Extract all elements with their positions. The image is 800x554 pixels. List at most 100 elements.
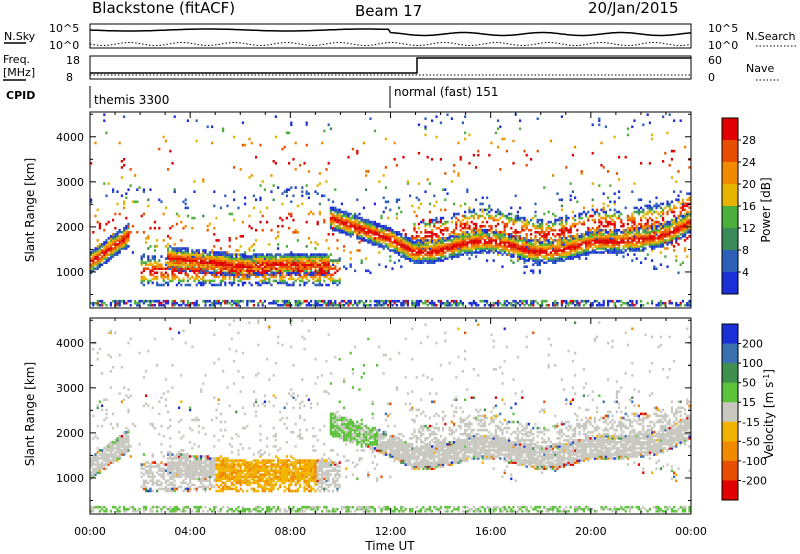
heatmap-cell [305,275,308,279]
heatmap-cell [296,299,299,303]
heatmap-cell [492,259,495,262]
heatmap-cell [338,226,341,230]
heatmap-cell [475,239,478,242]
heatmap-cell [543,233,546,236]
heatmap-cell [219,283,222,287]
heatmap-cell [373,303,376,307]
heatmap-cell [180,249,183,252]
heatmap-cell [574,255,577,258]
heatmap-cell [477,233,480,236]
heatmap-cell [252,269,255,273]
heatmap-cell [532,271,535,275]
heatmap-cell [420,243,423,246]
heatmap-cell [120,445,123,448]
heatmap-cell [175,301,178,305]
heatmap-cell [618,251,621,254]
heatmap-cell [488,233,491,236]
heatmap-cell [514,247,517,250]
heatmap-cell [237,299,240,303]
heatmap-cell [543,249,546,252]
heatmap-cell [536,259,539,262]
heatmap-cell [118,239,121,242]
heatmap-cell [607,214,610,218]
heatmap-cell [395,247,398,250]
heatmap-cell [193,271,196,275]
heatmap-cell [411,299,414,303]
heatmap-cell [290,121,293,125]
heatmap-cell [624,243,627,246]
heatmap-cell [525,235,528,238]
heatmap-cell [219,255,222,258]
heatmap-cell [444,243,447,246]
heatmap-cell [365,174,368,177]
heatmap-cell [677,228,680,232]
heatmap-cell [142,190,145,193]
heatmap-cell [466,249,469,252]
heatmap-cell [646,239,649,242]
heatmap-cell [387,247,390,250]
heatmap-cell [536,263,539,266]
heatmap-cell [486,228,489,232]
heatmap-cell [219,261,222,264]
heatmap-cell [369,224,372,228]
heatmap-cell [525,237,528,240]
heatmap-cell [395,233,398,236]
heatmap-cell [459,253,462,256]
heatmap-cell [409,239,412,242]
heatmap-cell [499,245,502,248]
heatmap-cell [657,303,660,307]
heatmap-cell [464,222,467,226]
heatmap-cell [215,216,218,220]
heatmap-cell [189,283,192,287]
heatmap-cell [684,239,687,242]
heatmap-cell [681,198,684,202]
heatmap-cell [226,265,229,268]
heatmap-cell [457,303,460,307]
heatmap-cell [670,239,673,242]
heatmap-cell [686,202,689,206]
heatmap-cell [358,299,361,303]
heatmap-cell [633,220,636,224]
heatmap-cell [560,303,563,307]
heatmap-cell [472,299,475,303]
heatmap-cell [558,247,561,250]
heatmap-cell [248,281,251,285]
heatmap-cell [389,226,392,230]
heatmap-cell [206,265,209,268]
heatmap-cell [257,273,260,277]
heatmap-cell [334,220,337,224]
heatmap-cell [237,279,240,283]
heatmap-cell [644,231,647,234]
heatmap-cell [292,158,295,161]
colorbar-swatch [722,206,738,229]
heatmap-cell [444,198,447,202]
heatmap-cell [299,301,302,305]
heatmap-cell [428,222,431,226]
heatmap-cell [466,220,469,224]
heatmap-cell [92,269,95,273]
heatmap-cell [659,226,662,230]
heatmap-cell [248,269,251,273]
heatmap-cell [457,301,460,305]
heatmap-cell [516,241,519,244]
heatmap-cell [255,281,258,285]
heatmap-cell [439,228,442,232]
y-tick-label: 4000 [56,131,84,144]
heatmap-cell [272,299,275,303]
heatmap-cell [290,265,293,268]
heatmap-cell [327,265,330,268]
heatmap-cell [118,505,121,509]
heatmap-cell [200,277,203,281]
heatmap-cell [125,507,128,511]
heatmap-cell [186,259,189,262]
heatmap-cell [266,263,269,266]
heatmap-cell [503,224,506,228]
heatmap-cell [261,214,264,218]
heatmap-cell [332,220,335,224]
heatmap-cell [580,247,583,250]
heatmap-cell [646,220,649,224]
heatmap-cell [217,239,220,242]
heatmap-cell [356,151,359,155]
heatmap-cell [563,233,566,236]
heatmap-cell [538,245,541,248]
